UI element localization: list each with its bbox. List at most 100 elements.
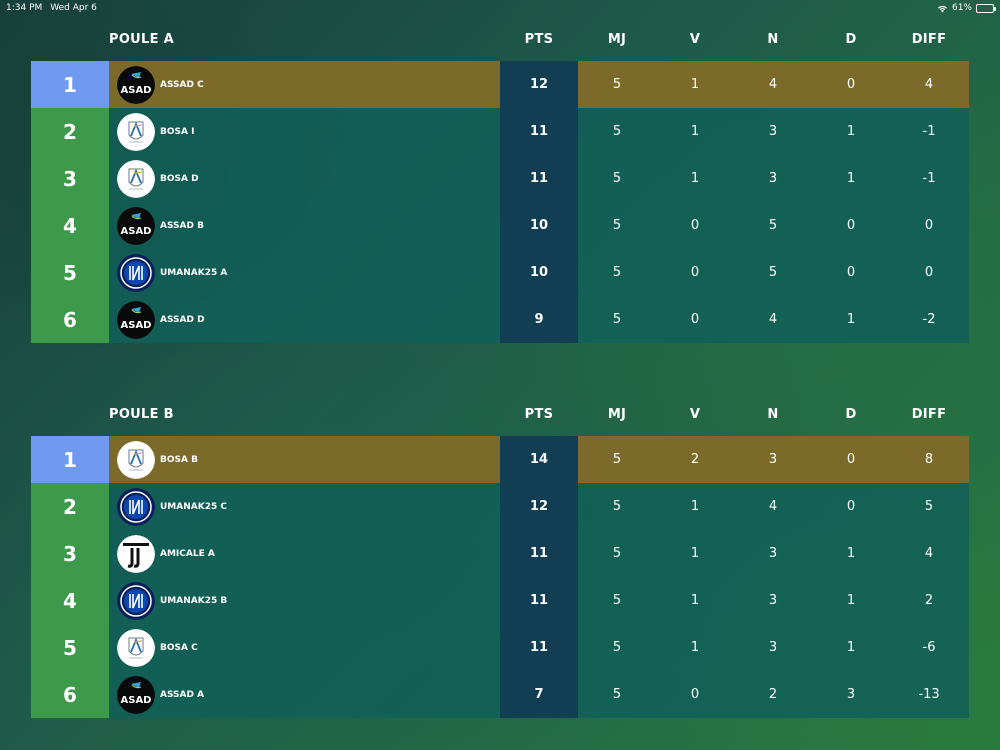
stat-d: 1	[846, 640, 856, 655]
standings-table: 1 ASAD ASSAD C 12 5 1 4 0 4 2 BOSA I 11 5 1 3 1 -1 3 BOSA …	[31, 61, 969, 343]
stat-n: 5	[768, 218, 778, 233]
stat-mj: 5	[612, 499, 622, 514]
stats-cells: 5 1 3 1 4	[578, 530, 969, 577]
team-cell: UMANAK25 A	[109, 249, 500, 296]
team-cell: BOSA C	[109, 624, 500, 671]
table-row[interactable]: 6 ASAD ASSAD A 7 5 0 2 3 -13	[31, 671, 969, 718]
umanak-logo	[117, 253, 155, 292]
stats-cells: 5 0 4 1 -2	[578, 296, 969, 343]
column-header-n[interactable]: N	[767, 407, 779, 422]
stat-n: 4	[768, 77, 778, 92]
column-header-v[interactable]: V	[689, 407, 701, 422]
table-row[interactable]: 4 ASAD ASSAD B 10 5 0 5 0 0	[31, 202, 969, 249]
group-header: POULE B PTS MJ V N D DIFF	[31, 402, 969, 436]
stat-mj: 5	[612, 687, 622, 702]
team-name: UMANAK25 B	[160, 595, 228, 606]
stat-diff: 8	[924, 452, 934, 467]
column-header-d[interactable]: D	[845, 407, 857, 422]
stat-v: 1	[690, 499, 700, 514]
stat-mj: 5	[612, 218, 622, 233]
stats-cells: 5 1 3 1 -1	[578, 155, 969, 202]
table-row[interactable]: 3 AMICALE A 11 5 1 3 1 4	[31, 530, 969, 577]
table-row[interactable]: 6 ASAD ASSAD D 9 5 0 4 1 -2	[31, 296, 969, 343]
stat-diff: -1	[922, 124, 936, 139]
stat-n: 4	[768, 312, 778, 327]
stats-cells: 5 1 3 1 2	[578, 577, 969, 624]
team-name: BOSA C	[160, 642, 198, 653]
stat-n: 4	[768, 499, 778, 514]
juventus-logo	[117, 534, 155, 573]
team-name: BOSA I	[160, 126, 195, 137]
assad-logo: ASAD	[117, 675, 155, 714]
table-row[interactable]: 5 BOSA C 11 5 1 3 1 -6	[31, 624, 969, 671]
team-name: AMICALE A	[160, 548, 215, 559]
stat-n: 2	[768, 687, 778, 702]
standings-table: 1 BOSA B 14 5 2 3 0 8 2 UMANAK25 C 12 5 1 4 0 5 3 AMICALE…	[31, 436, 969, 718]
column-header-mj[interactable]: MJ	[607, 407, 627, 422]
team-cell: UMANAK25 C	[109, 483, 500, 530]
battery-icon	[976, 3, 996, 13]
stat-n: 3	[768, 546, 778, 561]
points-cell: 11	[500, 530, 578, 577]
team-cell: BOSA I	[109, 108, 500, 155]
column-header-n[interactable]: N	[767, 32, 779, 47]
stat-n: 5	[768, 265, 778, 280]
rank-cell: 1	[31, 61, 109, 108]
table-row[interactable]: 5 UMANAK25 A 10 5 0 5 0 0	[31, 249, 969, 296]
column-header-d[interactable]: D	[845, 32, 857, 47]
stat-v: 1	[690, 77, 700, 92]
stat-diff: 4	[924, 546, 934, 561]
points-cell: 11	[500, 108, 578, 155]
stat-diff: -6	[922, 640, 936, 655]
group-title: POULE B	[109, 407, 174, 422]
stat-diff: 4	[924, 77, 934, 92]
bosa-logo	[117, 440, 155, 479]
points-cell: 7	[500, 671, 578, 718]
table-row[interactable]: 1 BOSA B 14 5 2 3 0 8	[31, 436, 969, 483]
team-cell: ASAD ASSAD C	[109, 61, 500, 108]
column-header-pts[interactable]: PTS	[524, 407, 554, 422]
stat-v: 1	[690, 640, 700, 655]
column-header-pts[interactable]: PTS	[524, 32, 554, 47]
stats-cells: 5 1 3 1 -6	[578, 624, 969, 671]
column-header-diff[interactable]: DIFF	[911, 32, 947, 47]
table-row[interactable]: 3 BOSA D 11 5 1 3 1 -1	[31, 155, 969, 202]
stat-mj: 5	[612, 124, 622, 139]
table-row[interactable]: 1 ASAD ASSAD C 12 5 1 4 0 4	[31, 61, 969, 108]
column-header-diff[interactable]: DIFF	[911, 407, 947, 422]
column-header-v[interactable]: V	[689, 32, 701, 47]
rank-cell: 5	[31, 249, 109, 296]
table-row[interactable]: 4 UMANAK25 B 11 5 1 3 1 2	[31, 577, 969, 624]
team-cell: BOSA B	[109, 436, 500, 483]
stat-diff: -2	[922, 312, 936, 327]
wifi-icon	[937, 4, 948, 13]
stat-n: 3	[768, 452, 778, 467]
points-cell: 11	[500, 577, 578, 624]
stat-d: 1	[846, 546, 856, 561]
team-cell: UMANAK25 B	[109, 577, 500, 624]
svg-text:ASAD: ASAD	[121, 695, 152, 706]
stat-d: 0	[846, 265, 856, 280]
status-date: Wed Apr 6	[50, 3, 97, 13]
team-name: BOSA B	[160, 454, 198, 465]
group-title: POULE A	[109, 32, 174, 47]
group-poule-a: POULE A PTS MJ V N D DIFF 1 ASAD ASSAD C 12 5 1 4 0 4 2 B…	[31, 27, 969, 343]
team-cell: ASAD ASSAD B	[109, 202, 500, 249]
table-row[interactable]: 2 UMANAK25 C 12 5 1 4 0 5	[31, 483, 969, 530]
team-name: ASSAD D	[160, 314, 205, 325]
points-cell: 11	[500, 155, 578, 202]
group-poule-b: POULE B PTS MJ V N D DIFF 1 BOSA B 1 4 5 2 3 0 8 2 UMANAK…	[31, 402, 969, 718]
battery-percent: 61%	[951, 3, 972, 13]
stat-d: 0	[846, 452, 856, 467]
team-cell: ASAD ASSAD D	[109, 296, 500, 343]
stat-mj: 5	[612, 312, 622, 327]
stat-mj: 5	[612, 77, 622, 92]
stat-v: 2	[690, 452, 700, 467]
rank-cell: 6	[31, 296, 109, 343]
stat-d: 1	[846, 124, 856, 139]
column-header-mj[interactable]: MJ	[607, 32, 627, 47]
stat-d: 1	[846, 171, 856, 186]
team-cell: AMICALE A	[109, 530, 500, 577]
stats-cells: 5 0 5 0 0	[578, 249, 969, 296]
table-row[interactable]: 2 BOSA I 11 5 1 3 1 -1	[31, 108, 969, 155]
